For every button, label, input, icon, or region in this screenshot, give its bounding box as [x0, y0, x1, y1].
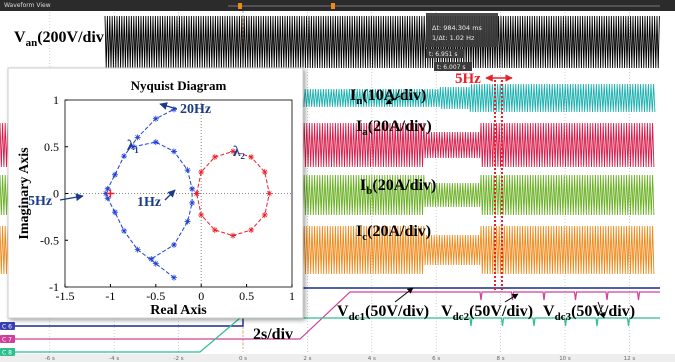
time-tick-label: -6 s	[45, 356, 55, 362]
trace-label: Ia(20A/div)	[356, 118, 432, 138]
trace-subscript: dc3	[555, 311, 572, 323]
trace-label: Vdc3(50V/div)	[543, 303, 635, 323]
series-label: λ₁	[127, 138, 139, 154]
series-label: λ₂	[233, 144, 245, 160]
frequency-marker-label: 5Hz	[455, 71, 481, 87]
x-tick-label: -1	[105, 289, 115, 303]
time-tick-label: 10 s	[559, 356, 571, 362]
time-tick-label: -2 s	[174, 356, 184, 362]
cursor-time: t: 6.951 s	[429, 51, 458, 58]
trace-subscript: dc2	[453, 311, 470, 323]
trace-scale: (50V/div)	[571, 303, 635, 320]
slider-handle[interactable]	[331, 3, 335, 9]
trace-scale: (20A/div)	[368, 118, 432, 135]
trace-subscript: dc1	[349, 311, 366, 323]
vdc3-trace	[0, 318, 660, 352]
cursor-readout: 1/Δt: 1.02 Hz	[432, 34, 475, 42]
slider-handle[interactable]	[238, 3, 242, 9]
time-tick-label: 6 s	[432, 356, 440, 362]
channel-label: C 8	[2, 350, 12, 357]
time-axis-strip	[0, 354, 675, 362]
x-tick-label: 1	[289, 289, 295, 303]
time-tick-label: 4 s	[368, 356, 376, 362]
channel-label: C 6	[2, 324, 12, 331]
x-tick-label: 0	[198, 289, 204, 303]
trace-label: Vdc2(50V/div)	[441, 303, 533, 323]
time-tick-label: 12 s	[624, 356, 636, 362]
y-tick-label: 1	[53, 93, 59, 107]
label-arrow	[395, 288, 413, 302]
time-tick-label: 8 s	[497, 356, 505, 362]
trace-scale: (200V/div	[37, 29, 104, 46]
cursor-time: t: 6.007 s	[437, 64, 466, 71]
figure: Waveform View Δt: 984.304 ms 1/Δt: 1.02 Hz…	[0, 0, 675, 362]
channel-label: C 7	[2, 337, 12, 344]
time-tick-label: 2 s	[303, 356, 311, 362]
trace-symbol: V	[543, 303, 555, 320]
frequency-annotation: 20Hz	[180, 102, 211, 117]
trace-scale: (50V/div)	[365, 303, 429, 320]
page: {"window":{"title":"Waveform View"}, "cu…	[0, 0, 675, 362]
x-tick-label: -0.5	[146, 289, 165, 303]
time-tick-label: -4 s	[109, 356, 119, 362]
trace-scale: (10A/div)	[362, 87, 426, 104]
trace-symbol: V	[14, 29, 26, 46]
frequency-annotation: 5Hz	[28, 194, 52, 209]
cursor-readout: Δt: 984.304 ms	[432, 24, 483, 32]
trace-scale: (20A/div)	[367, 223, 431, 240]
trace-label: Vdc1(50V/div)	[337, 303, 429, 323]
trace-label: In(10A/div)	[350, 87, 426, 107]
trace-label: Van(200V/div	[14, 29, 104, 49]
trace-scale: (20A/div)	[372, 177, 436, 194]
trace-symbol: V	[337, 303, 349, 320]
y-tick-label: 0.5	[44, 140, 59, 154]
window-title: Waveform View	[4, 2, 51, 9]
y-tick-label: 0	[53, 187, 59, 201]
van-waveform	[105, 16, 659, 68]
time-tick-label: 0 s	[239, 356, 247, 362]
y-tick-label: -0.5	[40, 233, 59, 247]
time-scale-label: 2s/div	[253, 326, 293, 343]
chart-title: Nyquist Diagram	[131, 78, 227, 93]
y-tick-label: -1	[49, 280, 59, 294]
trace-symbol: V	[441, 303, 453, 320]
x-tick-label: 0.5	[239, 289, 254, 303]
trace-subscript: an	[26, 37, 38, 49]
frequency-annotation: 1Hz	[137, 195, 161, 210]
trace-scale: (50V/div)	[469, 303, 533, 320]
x-axis-label: Real Axis	[150, 303, 207, 318]
